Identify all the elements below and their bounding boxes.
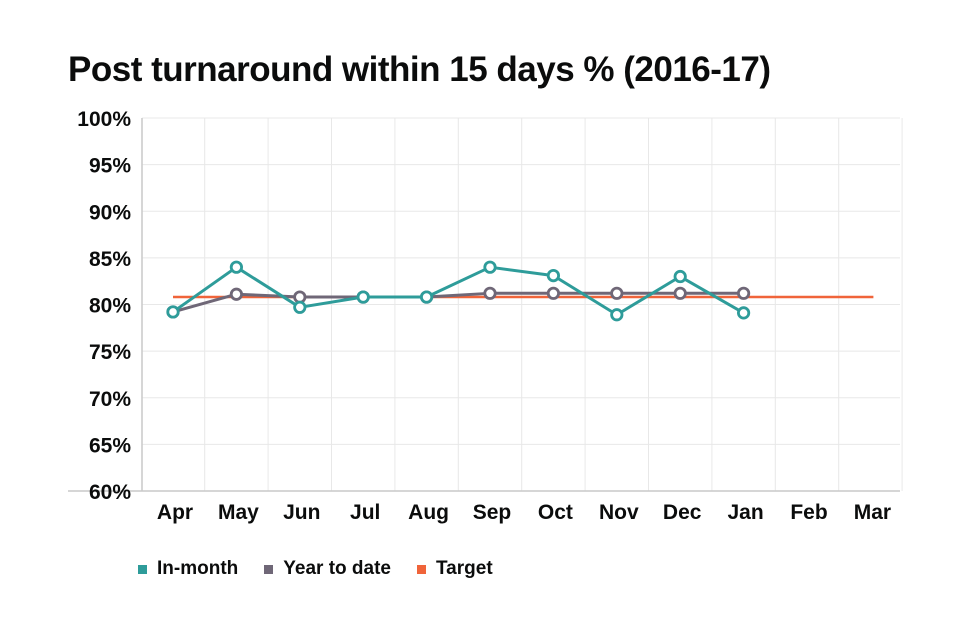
- series-line-year-to-date: [172, 291, 744, 314]
- x-tick-label: Jan: [728, 501, 764, 524]
- point-year-to-date-jun: [293, 290, 307, 304]
- y-tick-label: 75%: [89, 341, 131, 364]
- y-tick-label: 70%: [89, 388, 131, 411]
- x-tick-label: Jul: [350, 501, 380, 524]
- y-tick-label: 85%: [89, 248, 131, 271]
- legend-swatch-target: [416, 564, 426, 574]
- x-tick-label: Nov: [599, 501, 639, 524]
- x-tick-label: Aug: [408, 501, 449, 524]
- y-tick-label: 95%: [89, 155, 131, 178]
- x-tick-label: Dec: [663, 501, 702, 524]
- point-year-to-date-may: [229, 287, 243, 301]
- legend-swatch-in-month: [138, 564, 147, 574]
- y-tick-label: 80%: [89, 295, 131, 318]
- point-in-month-jan: [736, 306, 751, 320]
- point-in-month-apr: [166, 305, 180, 319]
- point-year-to-date-nov: [610, 286, 624, 300]
- x-tick-label: Oct: [538, 501, 573, 524]
- point-in-month-dec: [673, 269, 687, 284]
- point-in-month-oct: [546, 268, 561, 283]
- x-tick-label: Mar: [854, 501, 891, 524]
- chart-legend: In-month Year to date Target: [138, 558, 493, 580]
- point-in-month-sep: [483, 260, 497, 274]
- y-tick-label: 60%: [89, 481, 131, 504]
- x-tick-label: Sep: [473, 501, 512, 524]
- chart-title: Post turnaround within 15 days % (2016-1…: [68, 50, 771, 89]
- point-year-to-date-jan: [736, 286, 751, 300]
- point-in-month-aug: [419, 290, 434, 304]
- point-year-to-date-oct: [546, 286, 561, 300]
- point-year-to-date-dec: [673, 286, 687, 300]
- point-in-month-nov: [610, 308, 624, 322]
- x-tick-label: Jun: [283, 501, 320, 524]
- x-tick-label: Feb: [790, 501, 827, 524]
- legend-label-target: Target: [435, 558, 493, 579]
- point-year-to-date-sep: [483, 286, 497, 300]
- y-tick-label: 100%: [77, 108, 131, 131]
- x-tick-label: May: [218, 501, 259, 524]
- point-in-month-jun: [293, 300, 307, 314]
- series-line-in-month: [172, 265, 745, 317]
- legend-item-year-to-date: Year to date: [264, 558, 391, 580]
- y-tick-label: 65%: [89, 434, 131, 457]
- legend-item-in-month: In-month: [138, 558, 238, 580]
- point-in-month-may: [229, 260, 243, 274]
- legend-item-target: Target: [416, 558, 493, 580]
- point-in-month-jul: [356, 290, 370, 304]
- legend-label-year-to-date: Year to date: [283, 558, 391, 579]
- y-tick-label: 90%: [89, 201, 131, 224]
- legend-swatch-year-to-date: [264, 564, 274, 574]
- x-tick-label: Apr: [157, 501, 193, 524]
- legend-label-in-month: In-month: [157, 558, 239, 579]
